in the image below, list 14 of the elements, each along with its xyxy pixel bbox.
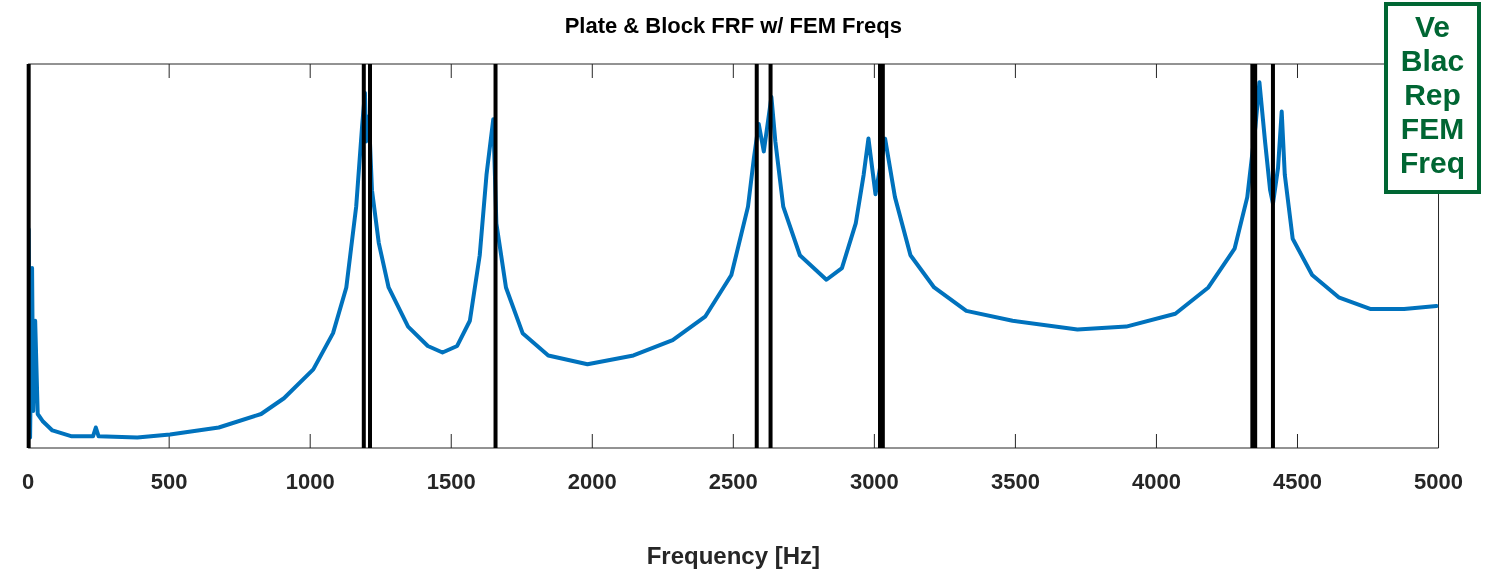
- x-axis-title: Frequency [Hz]: [646, 542, 820, 570]
- x-tick-label: 2000: [567, 469, 617, 495]
- x-tick-label: 1500: [426, 469, 476, 495]
- x-tick-label: 3000: [849, 469, 899, 495]
- x-tick-label: 4500: [1273, 469, 1322, 495]
- x-tick-label: 3500: [990, 469, 1040, 495]
- x-tick-label: 1000: [285, 469, 335, 495]
- x-tick-label: 0: [21, 469, 35, 495]
- x-tick-label: 2500: [708, 469, 758, 495]
- chart-title: Plate & Block FRF w/ FEM Freqs: [564, 13, 903, 39]
- x-tick-label: 500: [150, 469, 188, 495]
- annotation: Ve Blac Rep FEM Freq: [1383, 2, 1481, 194]
- x-tick-label: 5000: [1414, 469, 1464, 495]
- x-tick-label: 4000: [1131, 469, 1181, 495]
